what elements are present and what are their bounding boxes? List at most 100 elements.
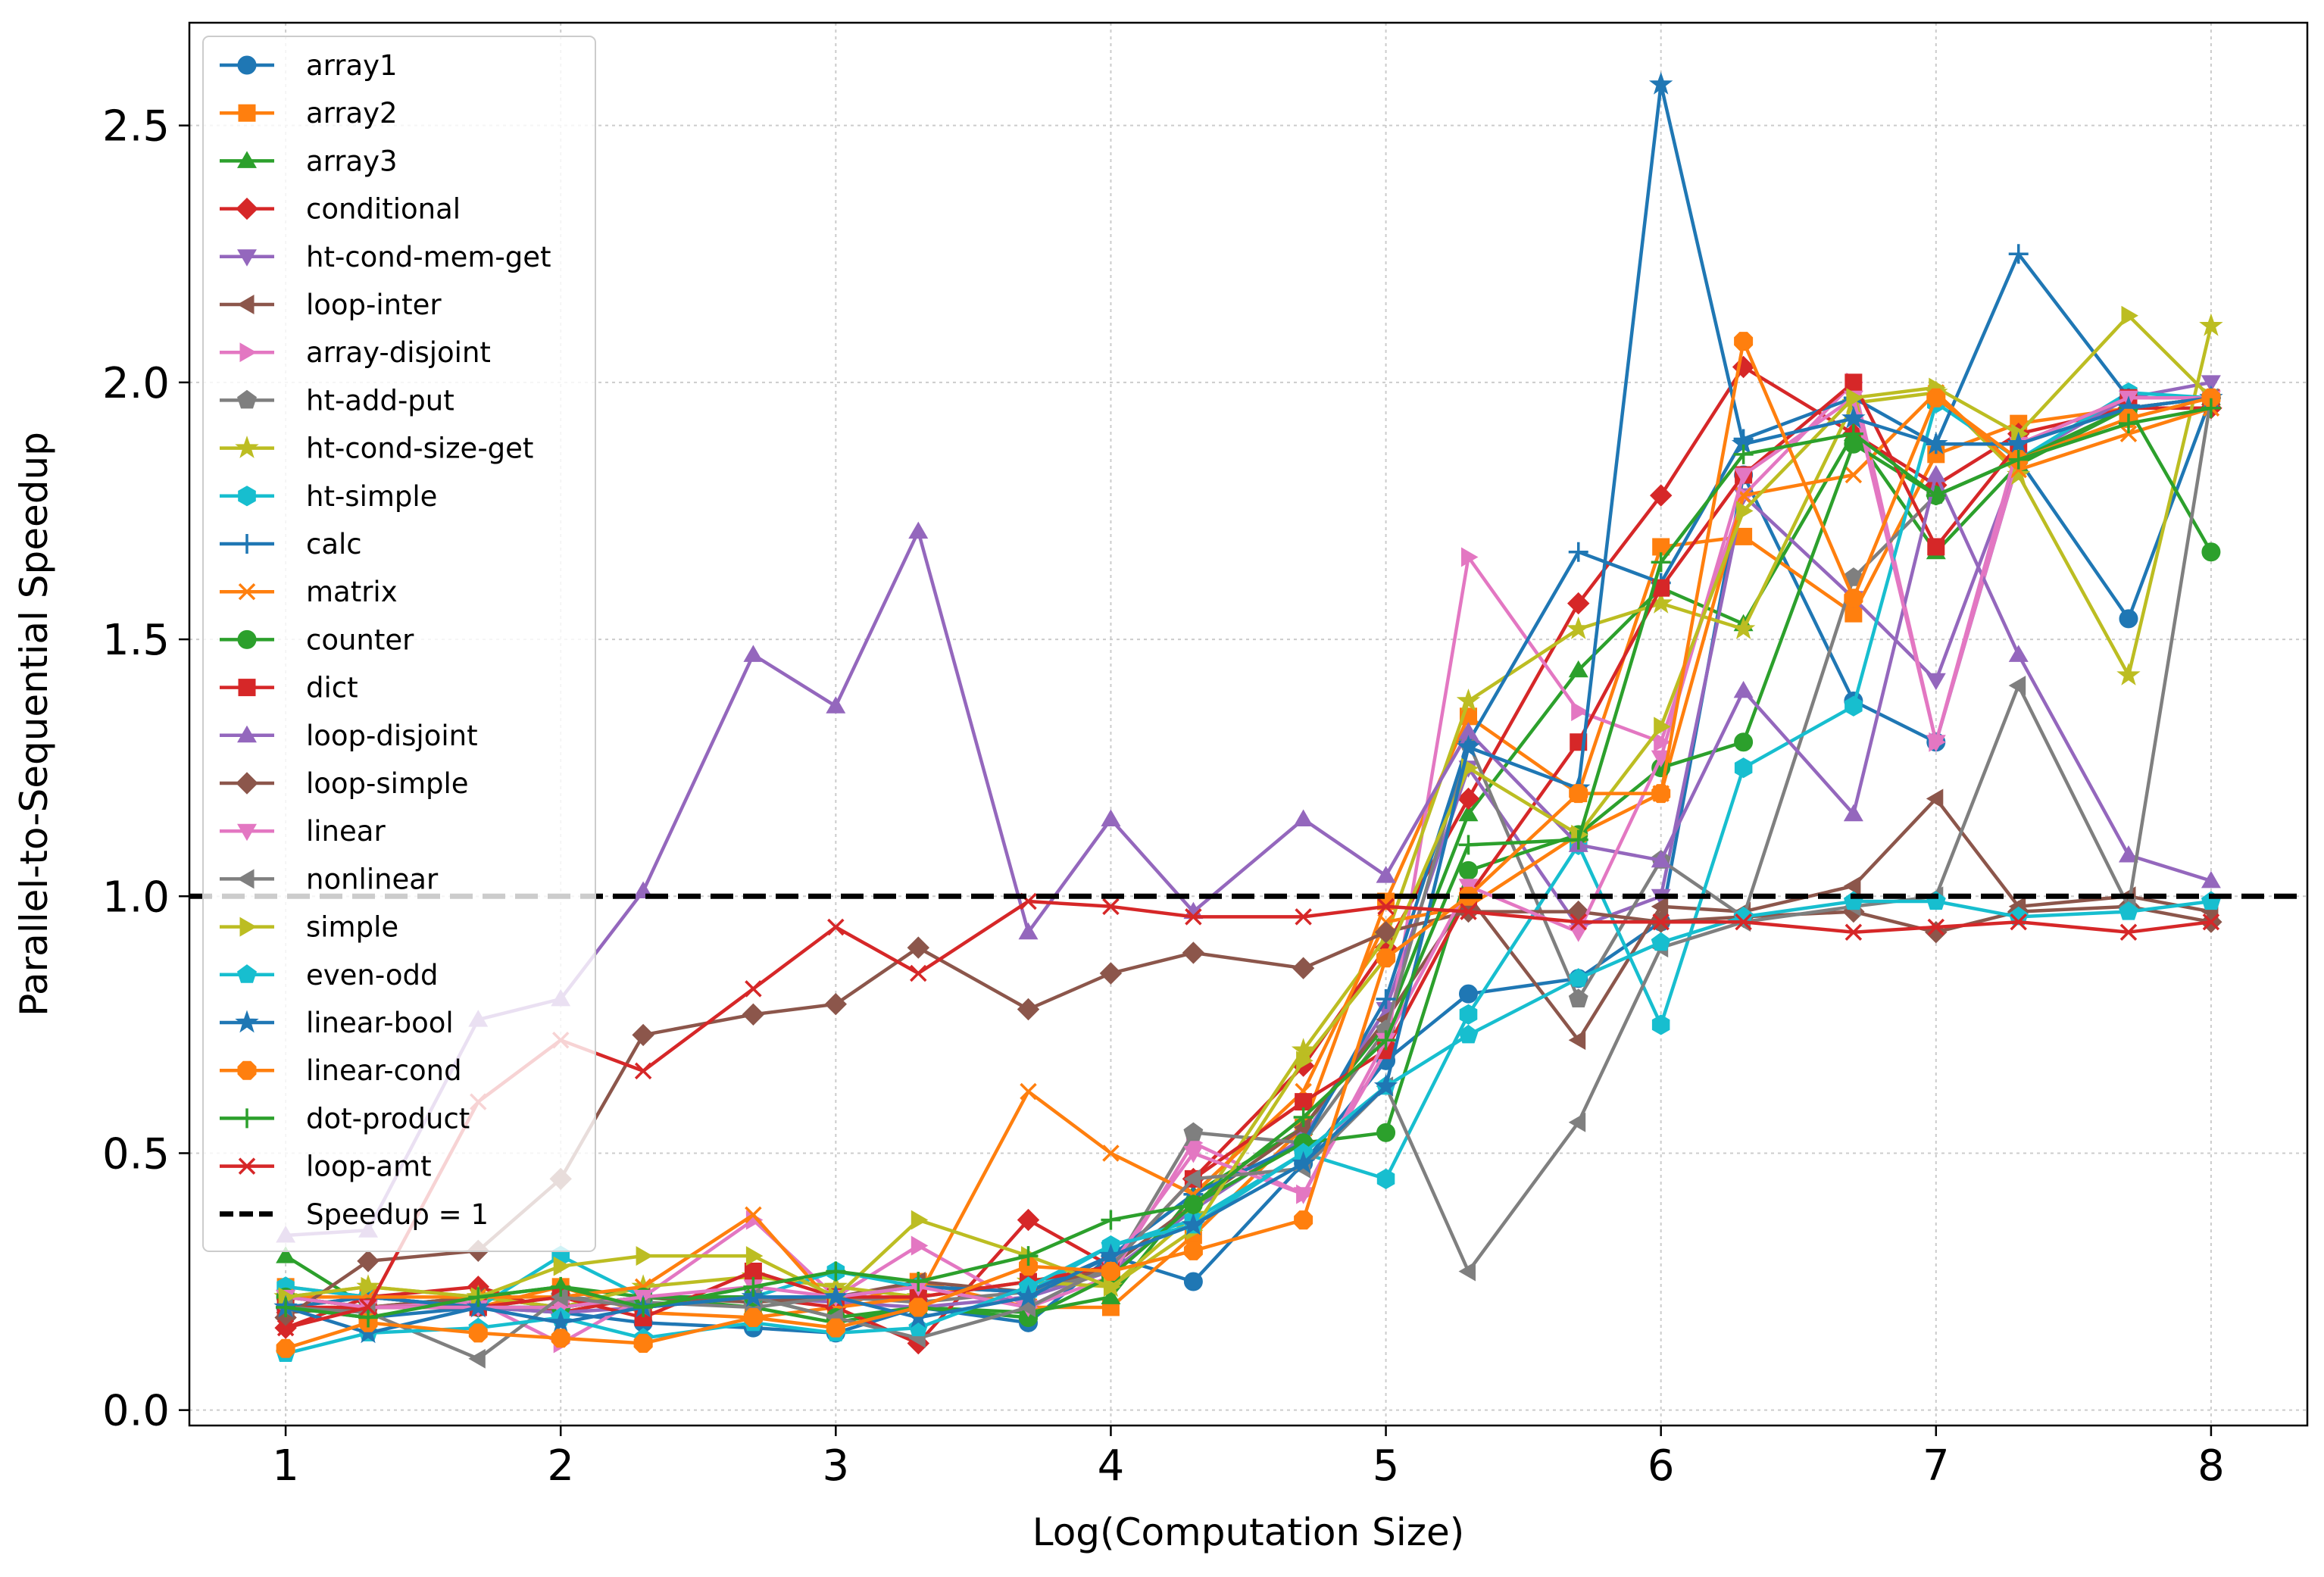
data-point-conditional	[1567, 592, 1590, 615]
data-point-ht-simple	[1845, 695, 1863, 717]
data-point-linear	[1733, 467, 1754, 486]
x-axis-label: Log(Computation Size)	[1032, 1510, 1465, 1554]
data-point-dot-product	[743, 1276, 764, 1297]
legend-marker-nonlinear	[236, 869, 255, 889]
data-point-ht-cond-mem-get	[1926, 673, 1946, 691]
legend-label-conditional: conditional	[306, 193, 461, 226]
data-point-dot-product	[908, 1272, 929, 1292]
data-point-simple	[553, 1256, 571, 1276]
x-tick-label: 6	[1648, 1441, 1675, 1491]
data-point-loop-disjoint	[826, 696, 846, 714]
data-point-dot-product	[358, 1307, 379, 1328]
data-point-loop-simple	[1374, 920, 1398, 944]
data-point-calc	[2008, 244, 2029, 264]
legend-entry-array-disjoint: array-disjoint	[220, 336, 491, 369]
data-point-simple	[1103, 1276, 1121, 1297]
data-point-conditional	[1017, 1208, 1040, 1232]
data-point-dot-product	[1018, 1246, 1039, 1266]
data-point-loop-simple	[1017, 998, 1040, 1021]
data-point-dot-product	[826, 1261, 846, 1282]
data-point-loop-inter	[1926, 788, 1944, 809]
data-point-loop-disjoint	[743, 645, 764, 662]
legend-label-simple: simple	[306, 911, 398, 944]
legend-label-loop-inter: loop-inter	[306, 289, 442, 321]
data-point-matrix	[745, 1206, 762, 1224]
legend-label-dot-product: dot-product	[306, 1102, 470, 1135]
legend-label-linear: linear	[306, 815, 386, 848]
legend-label-nonlinear: nonlinear	[306, 863, 439, 895]
series-linear-cond	[276, 332, 2221, 1358]
legend-marker-array2	[238, 104, 256, 122]
data-point-ht-add-put	[1843, 567, 1863, 586]
legend-marker-counter	[237, 629, 257, 649]
data-point-linear-bool	[1291, 1151, 1316, 1174]
series-line-dot-product	[285, 406, 2212, 1319]
data-point-array-disjoint	[911, 1235, 929, 1256]
data-point-array3	[1568, 660, 1588, 678]
data-point-linear-cond	[1734, 332, 1754, 351]
data-point-nonlinear	[1568, 1112, 1586, 1132]
data-point-simple	[1736, 501, 1754, 521]
data-point-loop-amt	[827, 918, 845, 936]
data-point-loop-inter	[1843, 876, 1861, 896]
data-point-array3	[276, 1246, 296, 1263]
data-point-ht-simple	[1459, 1004, 1478, 1025]
legend-entry-linear-bool: linear-bool	[220, 1007, 454, 1039]
series-line-simple	[285, 314, 2213, 1299]
series-line-loop-simple	[284, 904, 2212, 1319]
data-point-dict	[1845, 373, 1863, 392]
data-point-dot-product	[1293, 1107, 1313, 1127]
data-point-ht-add-put	[1183, 1122, 1204, 1141]
data-point-simple	[1846, 388, 1863, 408]
data-point-linear-cond	[276, 1338, 295, 1358]
data-point-dot-product	[468, 1287, 489, 1307]
data-point-even-odd	[2119, 901, 2138, 920]
data-point-loop-simple	[1182, 942, 1205, 964]
x-axis-ticks: 1 2 3 4 5 6 7 8	[272, 1426, 2225, 1491]
series-line-loop-disjoint	[285, 473, 2212, 1238]
data-point-ht-simple	[1734, 757, 1753, 779]
legend-marker-matrix	[238, 582, 256, 601]
legend-entry-linear-cond: linear-cond	[220, 1054, 462, 1087]
data-point-loop-simple	[824, 992, 848, 1016]
data-point-dot-product	[1376, 1030, 1396, 1051]
legend-marker-linear	[237, 823, 257, 842]
data-point-simple	[1296, 1051, 1313, 1071]
data-point-array1	[2119, 609, 2138, 629]
data-point-ht-cond-mem-get	[2201, 375, 2221, 392]
legend-box	[202, 36, 596, 1252]
data-point-linear-bool	[823, 1284, 848, 1307]
legend-label-ht-cond-size-get: ht-cond-size-get	[306, 433, 533, 465]
legend-marker-array-disjoint	[239, 342, 258, 363]
data-point-matrix	[1845, 466, 1863, 484]
y-tick-label: 1.0	[102, 873, 170, 922]
data-point-calc	[1568, 542, 1588, 562]
series-line-loop-amt	[285, 899, 2212, 1330]
data-point-ht-cond-size-get	[1456, 688, 1481, 711]
plot-frame	[188, 21, 2309, 1427]
data-point-even-odd	[2008, 906, 2029, 926]
legend-entry-even-odd: even-odd	[220, 959, 439, 991]
data-point-loop-simple	[1099, 962, 1123, 985]
data-point-array-disjoint	[1654, 732, 1671, 752]
series-line-linear-cond	[285, 339, 2212, 1351]
data-point-ht-cond-size-get	[2116, 663, 2141, 685]
data-point-array-disjoint	[1461, 547, 1479, 567]
legend-label-dict: dict	[306, 672, 358, 704]
legend-label-linear-bool: linear-bool	[306, 1007, 454, 1039]
legend-label-loop-simple: loop-simple	[306, 767, 469, 800]
data-point-loop-amt	[1570, 913, 1587, 931]
legend-entry-dict: dict	[220, 672, 358, 704]
data-point-ht-cond-size-get	[2199, 313, 2223, 336]
data-point-dot-product	[2201, 398, 2221, 418]
legend-marker-linear-bool	[235, 1010, 259, 1033]
data-point-array-disjoint	[1571, 701, 1588, 722]
data-point-calc	[1376, 988, 1396, 1009]
data-point-loop-amt	[1460, 903, 1477, 920]
legend-entry-dot-product: dot-product	[220, 1102, 470, 1135]
data-point-loop-inter	[1651, 896, 1669, 917]
series-dot-product	[276, 398, 2221, 1328]
data-point-loop-disjoint	[1293, 809, 1313, 826]
data-point-dot-product	[1843, 423, 1863, 444]
legend-marker-loop-amt	[238, 1157, 256, 1175]
